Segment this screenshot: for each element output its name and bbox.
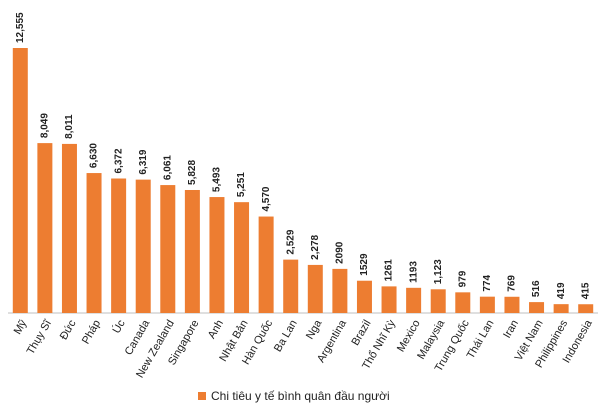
value-label: 2,529 — [285, 229, 296, 254]
x-tick-label: Ba Lan — [272, 318, 300, 354]
bar — [111, 178, 127, 313]
value-label: 12,555 — [15, 12, 26, 43]
bar — [86, 173, 102, 313]
bar — [332, 268, 348, 313]
value-label: 979 — [457, 270, 468, 287]
value-label: 6,061 — [162, 155, 173, 180]
bar — [406, 287, 422, 313]
legend-label: Chi tiêu y tế bình quân đầu người — [211, 389, 390, 403]
value-label: 6,372 — [113, 148, 124, 173]
bar — [356, 280, 372, 313]
value-label: 415 — [580, 282, 591, 299]
value-label: 6,630 — [89, 143, 100, 168]
bar — [135, 179, 151, 313]
value-label: 516 — [531, 280, 542, 297]
bar — [37, 143, 53, 313]
value-label: 5,828 — [187, 160, 198, 185]
value-label: 2090 — [335, 241, 346, 264]
value-label: 2,278 — [310, 234, 321, 259]
value-label: 5,251 — [236, 172, 247, 197]
value-label: 4,570 — [261, 186, 272, 211]
value-label: 419 — [556, 282, 567, 299]
bar — [381, 286, 397, 313]
bar — [184, 189, 200, 313]
bar — [307, 264, 323, 313]
bar — [479, 296, 495, 313]
value-label: 1193 — [408, 261, 419, 283]
bar — [12, 48, 28, 313]
value-label: 774 — [482, 275, 493, 292]
bar — [553, 304, 569, 313]
bar — [234, 202, 250, 313]
x-tick-label: Nga — [304, 317, 325, 341]
value-label: 1,123 — [433, 259, 444, 284]
bar — [61, 143, 77, 313]
value-label: 769 — [507, 275, 518, 292]
bar — [578, 304, 594, 313]
x-tick-label: Anh — [206, 318, 226, 341]
value-label: 8,049 — [40, 113, 51, 138]
x-tick-label: Đức — [58, 318, 79, 342]
legend-swatch — [198, 392, 206, 400]
x-tick-label: Iran — [501, 318, 521, 340]
value-label: 8,011 — [64, 114, 75, 139]
bar — [258, 216, 274, 313]
x-tick-label: Pháp — [80, 318, 103, 346]
bar — [529, 302, 545, 313]
bar — [455, 292, 471, 313]
x-tick-label: Thụy Sĩ — [25, 317, 55, 357]
value-label: 1529 — [359, 253, 370, 276]
bar — [430, 289, 446, 313]
x-tick-label: Brazil — [349, 318, 373, 348]
bar — [160, 185, 176, 313]
bar — [209, 197, 225, 313]
value-label: 1261 — [384, 259, 395, 282]
x-tick-label: Úc — [110, 317, 128, 336]
bar — [504, 296, 520, 313]
value-label: 6,319 — [138, 149, 149, 174]
x-tick-label: Mỹ — [12, 318, 30, 337]
bar — [283, 259, 299, 313]
value-label: 5,493 — [212, 167, 223, 192]
